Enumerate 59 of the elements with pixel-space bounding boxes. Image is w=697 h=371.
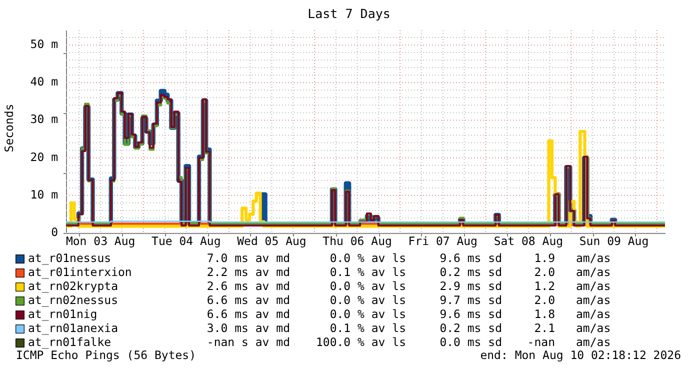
text: am/as [576,321,611,335]
x-tick-label: Wed 05 Aug [237,234,306,248]
text: 2.6 ms av md [206,279,290,293]
text: 0.0 % av ls [330,251,406,265]
text: 7.0 ms av md [206,251,290,265]
legend-label: at_rn02nessus [28,293,118,307]
y-axis-title: Seconds [2,104,16,152]
y-tick-label: 20 m [30,150,58,164]
text: 0.0 ms sd [440,335,502,349]
text: am/as [576,307,611,321]
x-tick-label: Tue 04 Aug [152,234,221,248]
text: 3.0 ms av md [206,321,290,335]
y-tick-label: 0 [51,225,58,239]
y-tick-label: 50 m [30,37,58,52]
text: 100.0 % av ls [316,335,406,349]
text: 1.9 [534,251,556,265]
text: 2.9 ms sd [440,279,502,293]
text: 0.1 % av ls [330,321,406,335]
text: 6.6 ms av md [206,293,290,307]
text: 9.6 ms sd [440,307,502,321]
text: am/as [576,265,611,279]
x-tick-label: Sat 08 Aug [494,234,564,248]
text: 0.0 % av ls [330,293,406,307]
text: 2.1 [534,321,556,335]
text: -nan [527,335,555,349]
legend-label: at_rn01falke [28,335,112,349]
x-tick-label: Fri 07 Aug [408,234,478,248]
text: 9.6 ms sd [440,251,502,265]
y-tick-label: 40 m [30,74,58,89]
text: 2.0 [534,265,556,279]
text: 0.0 % av ls [330,279,406,293]
text: 0.0 % av ls [330,307,406,321]
legend-label: at_r01interxion [28,265,132,279]
x-tick-label: Sun 09 Aug [579,234,649,248]
text: 0.1 % av ls [330,265,406,279]
legend-label: at_rn02krypta [28,279,118,293]
text: 6.6 ms av md [206,307,290,321]
text: 2.0 [534,293,556,307]
text: am/as [576,251,611,265]
x-tick-label: Mon 03 Aug [66,234,136,248]
text: 1.8 [534,307,556,321]
text: 1.2 [534,279,555,293]
text: end: Mon Aug 10 02:18:12 2026 [480,348,682,362]
text: ICMP Echo Pings (56 Bytes) [16,348,196,362]
text: am/as [576,293,611,307]
x-tick-label: Thu 06 Aug [322,234,392,248]
text: am/as [576,335,611,349]
text: 0.2 ms sd [440,321,502,335]
y-tick-label: 30 m [30,112,58,126]
legend-label: at_rn01nig [28,307,98,321]
text: 2.2 ms av md [206,265,290,279]
text: -nan s av md [206,335,290,349]
legend-label: at_rn01anexia [28,321,118,335]
text: am/as [576,279,611,293]
text: 0.2 ms sd [440,265,502,279]
text: 9.7 ms sd [440,293,502,307]
y-tick-label: 10 m [30,187,58,202]
chart-title: Last 7 Days [308,6,390,21]
legend-label: at_r01nessus [28,251,112,265]
